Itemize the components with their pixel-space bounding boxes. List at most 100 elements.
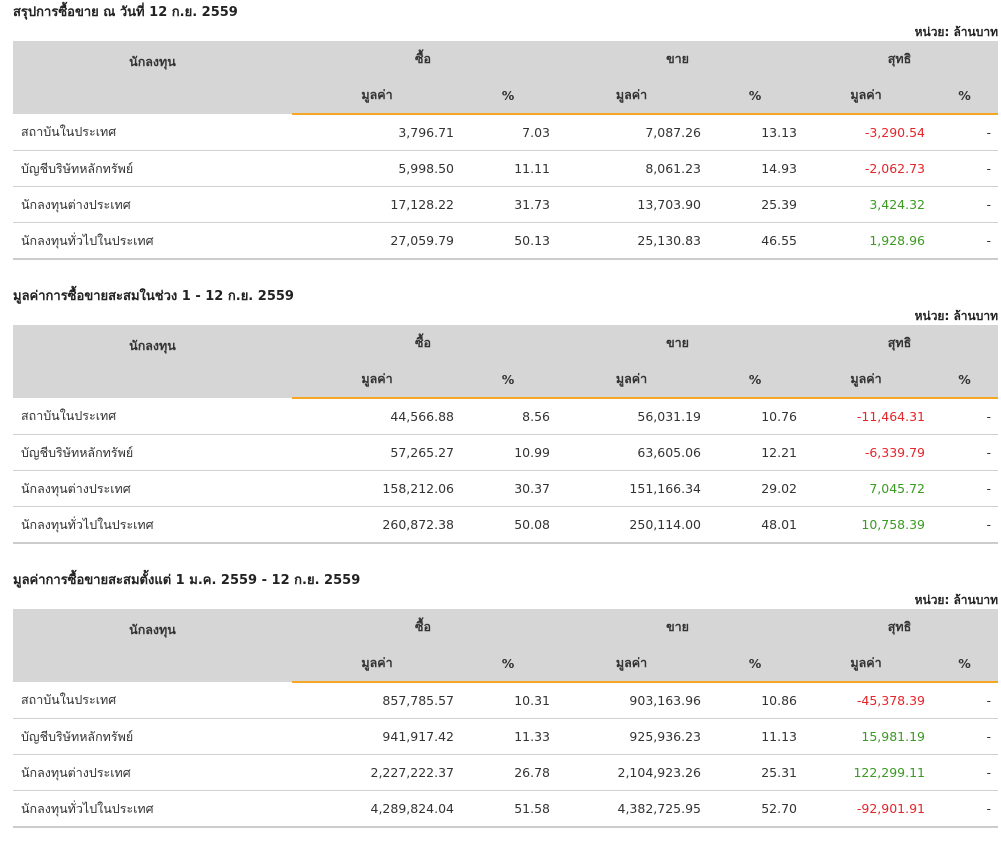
unit-label: หน่วย: ล้านบาท bbox=[914, 25, 998, 39]
net-value-cell: 7,045.72 bbox=[801, 470, 932, 507]
buy-percent-cell: 31.73 bbox=[462, 186, 554, 223]
investor-type-cell: บัญชีบริษัทหลักทรัพย์ bbox=[13, 150, 292, 187]
column-header-net: สุทธิ bbox=[801, 325, 999, 361]
section-title: สรุปการซื้อขาย ณ วันที่ 12 ก.ย. 2559 bbox=[13, 5, 238, 20]
trading-summary-section: มูลค่าการซื้อขายสะสมตั้งแต่ 1 ม.ค. 2559 … bbox=[13, 571, 999, 828]
buy-percent-cell: 51.58 bbox=[462, 790, 554, 828]
buy-value-cell: 2,227,222.37 bbox=[292, 754, 462, 791]
investor-type-cell: บัญชีบริษัทหลักทรัพย์ bbox=[13, 718, 292, 755]
table-row: นักลงทุนต่างประเทศ 158,212.06 30.37 151,… bbox=[13, 470, 999, 507]
table-row: สถาบันในประเทศ 44,566.88 8.56 56,031.19 … bbox=[13, 398, 999, 435]
sell-value-cell: 903,163.96 bbox=[554, 682, 709, 719]
net-value-cell: -92,901.91 bbox=[801, 790, 932, 828]
sell-percent-cell: 11.13 bbox=[709, 718, 802, 755]
net-percent-cell: - bbox=[931, 754, 999, 791]
sell-value-cell: 151,166.34 bbox=[554, 470, 709, 507]
table-row: สถาบันในประเทศ 857,785.57 10.31 903,163.… bbox=[13, 682, 999, 719]
buy-value-cell: 4,289,824.04 bbox=[292, 790, 462, 828]
table-body: สถาบันในประเทศ 857,785.57 10.31 903,163.… bbox=[13, 682, 999, 828]
net-value-cell: 122,299.11 bbox=[801, 754, 932, 791]
net-value-cell: 10,758.39 bbox=[801, 506, 932, 544]
table-body: สถาบันในประเทศ 44,566.88 8.56 56,031.19 … bbox=[13, 398, 999, 544]
subheader-buy-value: มูลค่า bbox=[292, 645, 462, 683]
column-header-sell: ขาย bbox=[554, 41, 802, 77]
sell-value-cell: 25,130.83 bbox=[554, 222, 709, 260]
net-percent-cell: - bbox=[931, 114, 999, 151]
sell-percent-cell: 48.01 bbox=[709, 506, 802, 544]
investor-type-cell: นักลงทุนต่างประเทศ bbox=[13, 754, 292, 791]
subheader-net-percent: % bbox=[931, 361, 999, 399]
buy-value-cell: 260,872.38 bbox=[292, 506, 462, 544]
sell-value-cell: 63,605.06 bbox=[554, 434, 709, 471]
subheader-sell-percent: % bbox=[709, 77, 802, 115]
trading-summary-section: มูลค่าการซื้อขายสะสมในช่วง 1 - 12 ก.ย. 2… bbox=[13, 287, 999, 544]
column-header-net: สุทธิ bbox=[801, 609, 999, 645]
sell-percent-cell: 46.55 bbox=[709, 222, 802, 260]
subheader-buy-value: มูลค่า bbox=[292, 77, 462, 115]
subheader-buy-percent: % bbox=[462, 645, 554, 683]
investor-type-cell: บัญชีบริษัทหลักทรัพย์ bbox=[13, 434, 292, 471]
buy-value-cell: 3,796.71 bbox=[292, 114, 462, 151]
investor-type-cell: สถาบันในประเทศ bbox=[13, 114, 292, 151]
subheader-net-percent: % bbox=[931, 645, 999, 683]
subheader-net-percent: % bbox=[931, 77, 999, 115]
table-row: บัญชีบริษัทหลักทรัพย์ 5,998.50 11.11 8,0… bbox=[13, 150, 999, 187]
net-percent-cell: - bbox=[931, 222, 999, 260]
subheader-net-value: มูลค่า bbox=[801, 361, 932, 399]
net-percent-cell: - bbox=[931, 186, 999, 223]
sell-percent-cell: 10.86 bbox=[709, 682, 802, 719]
table-row: นักลงทุนทั่วไปในประเทศ 260,872.38 50.08 … bbox=[13, 506, 999, 544]
net-percent-cell: - bbox=[931, 506, 999, 544]
subheader-net-value: มูลค่า bbox=[801, 77, 932, 115]
table-row: นักลงทุนทั่วไปในประเทศ 27,059.79 50.13 2… bbox=[13, 222, 999, 260]
buy-percent-cell: 50.13 bbox=[462, 222, 554, 260]
column-header-investor: นักลงทุน bbox=[13, 609, 292, 682]
net-percent-cell: - bbox=[931, 470, 999, 507]
sell-value-cell: 250,114.00 bbox=[554, 506, 709, 544]
table-row: สถาบันในประเทศ 3,796.71 7.03 7,087.26 13… bbox=[13, 114, 999, 151]
subheader-sell-percent: % bbox=[709, 645, 802, 683]
buy-value-cell: 57,265.27 bbox=[292, 434, 462, 471]
net-percent-cell: - bbox=[931, 790, 999, 828]
trading-table: นักลงทุน ซื้อ ขาย สุทธิ มูลค่า % มูลค่า … bbox=[13, 609, 999, 828]
table-row: บัญชีบริษัทหลักทรัพย์ 57,265.27 10.99 63… bbox=[13, 434, 999, 471]
sell-value-cell: 8,061.23 bbox=[554, 150, 709, 187]
table-row: บัญชีบริษัทหลักทรัพย์ 941,917.42 11.33 9… bbox=[13, 718, 999, 755]
sell-percent-cell: 29.02 bbox=[709, 470, 802, 507]
net-value-cell: -2,062.73 bbox=[801, 150, 932, 187]
sell-percent-cell: 13.13 bbox=[709, 114, 802, 151]
buy-percent-cell: 10.31 bbox=[462, 682, 554, 719]
sell-percent-cell: 10.76 bbox=[709, 398, 802, 435]
investor-type-cell: นักลงทุนทั่วไปในประเทศ bbox=[13, 222, 292, 260]
buy-percent-cell: 11.11 bbox=[462, 150, 554, 187]
trading-table: นักลงทุน ซื้อ ขาย สุทธิ มูลค่า % มูลค่า … bbox=[13, 325, 999, 544]
table-row: นักลงทุนต่างประเทศ 2,227,222.37 26.78 2,… bbox=[13, 754, 999, 791]
sell-value-cell: 7,087.26 bbox=[554, 114, 709, 151]
sell-percent-cell: 25.31 bbox=[709, 754, 802, 791]
column-header-sell: ขาย bbox=[554, 325, 802, 361]
buy-value-cell: 857,785.57 bbox=[292, 682, 462, 719]
investor-type-cell: สถาบันในประเทศ bbox=[13, 398, 292, 435]
sell-percent-cell: 14.93 bbox=[709, 150, 802, 187]
subheader-sell-value: มูลค่า bbox=[554, 645, 709, 683]
column-header-net: สุทธิ bbox=[801, 41, 999, 77]
buy-percent-cell: 10.99 bbox=[462, 434, 554, 471]
investor-type-cell: นักลงทุนทั่วไปในประเทศ bbox=[13, 506, 292, 544]
section-title: มูลค่าการซื้อขายสะสมตั้งแต่ 1 ม.ค. 2559 … bbox=[13, 573, 361, 588]
table-body: สถาบันในประเทศ 3,796.71 7.03 7,087.26 13… bbox=[13, 114, 999, 260]
net-value-cell: -3,290.54 bbox=[801, 114, 932, 151]
buy-percent-cell: 30.37 bbox=[462, 470, 554, 507]
column-header-investor: นักลงทุน bbox=[13, 41, 292, 114]
column-header-buy: ซื้อ bbox=[292, 609, 554, 645]
sell-percent-cell: 25.39 bbox=[709, 186, 802, 223]
column-header-buy: ซื้อ bbox=[292, 325, 554, 361]
column-header-investor: นักลงทุน bbox=[13, 325, 292, 398]
buy-percent-cell: 8.56 bbox=[462, 398, 554, 435]
sell-value-cell: 56,031.19 bbox=[554, 398, 709, 435]
sell-value-cell: 2,104,923.26 bbox=[554, 754, 709, 791]
unit-label: หน่วย: ล้านบาท bbox=[914, 309, 998, 323]
buy-percent-cell: 26.78 bbox=[462, 754, 554, 791]
net-value-cell: 1,928.96 bbox=[801, 222, 932, 260]
buy-percent-cell: 11.33 bbox=[462, 718, 554, 755]
buy-percent-cell: 50.08 bbox=[462, 506, 554, 544]
